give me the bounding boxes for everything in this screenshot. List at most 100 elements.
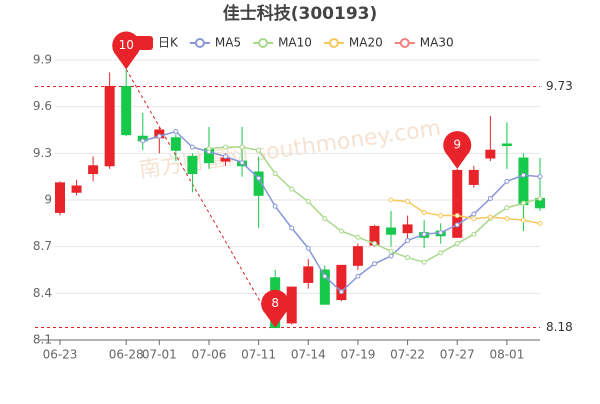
ma-point <box>388 197 394 203</box>
legend-label: MA5 <box>215 36 241 50</box>
candle-body <box>104 85 115 167</box>
ma-point <box>471 211 477 217</box>
x-tick-label: 07-11 <box>241 348 276 362</box>
ma-point <box>405 255 411 261</box>
ma-point <box>388 248 394 254</box>
ma-point <box>421 231 427 237</box>
ma-point <box>338 289 344 295</box>
trend-line <box>125 69 276 328</box>
ma-point <box>421 259 427 265</box>
candle-body <box>518 157 529 206</box>
x-tick-label: 07-01 <box>142 348 177 362</box>
ma-point <box>272 203 278 209</box>
y-tick-label: 8.4 <box>33 286 52 300</box>
y-tick-label: 9.9 <box>33 53 52 67</box>
ma-point <box>256 175 262 181</box>
x-tick-label: 06-28 <box>109 348 144 362</box>
marker-label: 8 <box>271 296 279 310</box>
candle-body <box>485 149 496 159</box>
y-tick-label: 9.3 <box>33 146 52 160</box>
ma-point <box>438 213 444 219</box>
ma-point <box>140 138 146 144</box>
marker-label: 9 <box>453 137 461 151</box>
y-tick-label: 8.7 <box>33 239 52 253</box>
candle-body <box>468 169 479 185</box>
legend-icon <box>328 38 339 48</box>
watermark: 南方财富网 southmoney.com <box>137 116 442 183</box>
legend-label: MA20 <box>349 36 383 50</box>
legend-label: MA10 <box>278 36 312 50</box>
ma-point <box>537 195 543 201</box>
ma-point <box>388 253 394 259</box>
ma-point <box>454 213 460 219</box>
ma-point <box>487 214 493 220</box>
ma-point <box>223 144 229 150</box>
ma-point <box>471 216 477 222</box>
ma-point <box>454 222 460 228</box>
ma-point <box>454 241 460 247</box>
ma-point <box>355 234 361 240</box>
marker-label: 10 <box>119 38 134 52</box>
y-tick-label: 9 <box>44 193 52 207</box>
y-tick-label: 9.6 <box>33 99 52 113</box>
x-tick-label: 07-14 <box>291 348 326 362</box>
x-tick-label: 07-27 <box>440 348 475 362</box>
x-tick-label: 07-19 <box>340 348 375 362</box>
legend-icon <box>133 36 153 50</box>
ma-point <box>520 172 526 178</box>
chart-title: 佳士科技(300193) <box>223 3 378 24</box>
ma-point <box>305 199 311 205</box>
ma-point <box>355 273 361 279</box>
ma-point <box>305 245 311 251</box>
ma-point <box>520 200 526 206</box>
legend-label: MA30 <box>420 36 454 50</box>
x-tick-label: 08-01 <box>489 348 524 362</box>
ma-point <box>173 129 179 135</box>
ma-point <box>256 147 262 153</box>
ma-point <box>322 273 328 279</box>
marker-pin <box>443 131 472 169</box>
ma-point <box>438 250 444 256</box>
candle-body <box>253 171 264 196</box>
candle-body <box>121 85 132 136</box>
candle-body <box>386 227 397 235</box>
marker-pin <box>261 289 290 328</box>
ma-point <box>371 241 377 247</box>
ma-point <box>537 174 543 180</box>
ma-point <box>206 146 212 152</box>
legend-icon <box>399 38 410 48</box>
ma-point <box>272 171 278 177</box>
candle-body <box>170 137 181 151</box>
ref-line-label: 9.73 <box>546 79 573 93</box>
ma-point <box>537 220 543 226</box>
ma-point <box>471 231 477 237</box>
legend-icon <box>194 38 205 48</box>
ma-point <box>504 205 510 211</box>
ma-point <box>405 199 411 205</box>
ma-point <box>289 186 295 192</box>
ma-point <box>289 225 295 231</box>
candle-body <box>501 143 512 147</box>
candle-body <box>402 224 413 234</box>
candle-body <box>352 246 363 266</box>
ma-point <box>504 178 510 184</box>
x-tick-label: 07-06 <box>192 348 227 362</box>
ma-point <box>338 228 344 234</box>
ma-point <box>189 144 195 150</box>
ma-point <box>504 216 510 222</box>
candle-body <box>88 165 99 175</box>
ma-point <box>421 209 427 215</box>
ma-point <box>371 261 377 267</box>
ma-point <box>405 237 411 243</box>
ma-point <box>520 217 526 223</box>
ma-point <box>239 160 245 166</box>
x-tick-label: 06-23 <box>43 348 78 362</box>
candle-body <box>55 182 65 213</box>
ma-point <box>223 153 229 159</box>
ma-point <box>487 195 493 201</box>
candle-body <box>71 185 82 193</box>
legend-icon <box>258 38 269 48</box>
ma-point <box>239 144 245 150</box>
ma-point <box>322 216 328 222</box>
